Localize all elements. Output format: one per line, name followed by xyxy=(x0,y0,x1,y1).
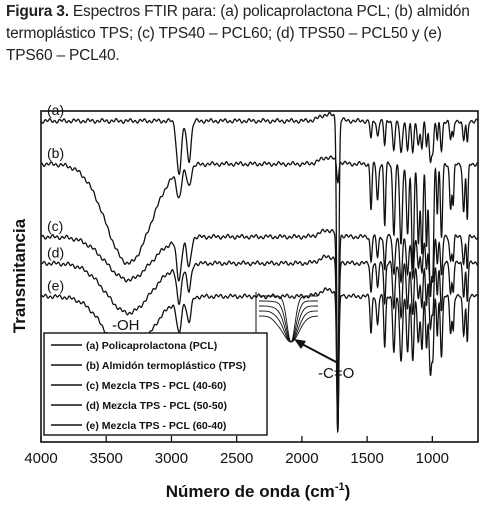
series-line-1 xyxy=(41,111,478,417)
series-tag-1: (a) xyxy=(47,102,64,118)
x-tick-label-2500: 2500 xyxy=(220,450,253,467)
x-axis-title-main: Número de onda (cm xyxy=(166,482,335,501)
series-tag-5: (e) xyxy=(47,277,64,293)
inset-line-2 xyxy=(259,300,318,343)
legend-label-5: (e) Mezcla TPS - PCL (60-40) xyxy=(86,420,226,432)
oh-annotation: -OH xyxy=(112,317,140,334)
legend-label-2: (b) Almidón termoplástico (TPS) xyxy=(86,360,246,372)
inset-line-3 xyxy=(259,305,318,343)
series-line-2 xyxy=(41,155,478,298)
series-tag-3: (c) xyxy=(47,218,63,234)
caption-text: Espectros FTIR para: (a) policaprolacton… xyxy=(6,3,470,64)
inset-line-1 xyxy=(259,295,318,343)
x-tick-label-3000: 3000 xyxy=(155,450,188,467)
carbonyl-inset xyxy=(255,292,319,344)
series-line-4 xyxy=(41,254,478,430)
y-axis-title: Transmitancia xyxy=(10,218,29,333)
x-axis-title: Número de onda (cm-1) xyxy=(166,481,351,501)
x-tick-label-2000: 2000 xyxy=(285,450,318,467)
series-tag-4: (d) xyxy=(47,244,64,260)
x-tick-label-1500: 1500 xyxy=(350,450,383,467)
series-tags: (a) (b) (c) (d) (e) xyxy=(47,102,64,293)
co-arrow-shaft xyxy=(299,342,339,364)
x-axis-title-end: ) xyxy=(345,482,351,501)
legend-box xyxy=(43,332,268,436)
x-axis-ticks: 4000 3500 3000 2500 2000 1500 1000 xyxy=(24,436,449,467)
legend-label-1: (a) Policaprolactona (PCL) xyxy=(86,340,217,352)
legend-label-4: (d) Mezcla TPS - PCL (50-50) xyxy=(86,400,227,412)
series-tag-2: (b) xyxy=(47,145,64,161)
inset-line-4 xyxy=(259,310,318,343)
caption-label: Figura 3. xyxy=(6,3,69,20)
co-arrow-head xyxy=(294,339,306,349)
legend-label-3: (c) Mezcla TPS - PCL (40-60) xyxy=(86,380,226,392)
plot-frame xyxy=(40,110,479,443)
co-annotation: -C=O xyxy=(318,365,354,382)
x-axis-title-sup: -1 xyxy=(335,481,345,493)
x-tick-label-1000: 1000 xyxy=(416,450,449,467)
x-tick-label-3500: 3500 xyxy=(90,450,123,467)
series-line-3 xyxy=(41,228,478,431)
legend: (a) Policaprolactona (PCL) (b) Almidón te… xyxy=(43,332,268,436)
inset-line-5 xyxy=(259,315,319,343)
figure-caption: Figura 3. Espectros FTIR para: (a) polic… xyxy=(6,1,474,67)
x-tick-label-4000: 4000 xyxy=(24,450,57,467)
